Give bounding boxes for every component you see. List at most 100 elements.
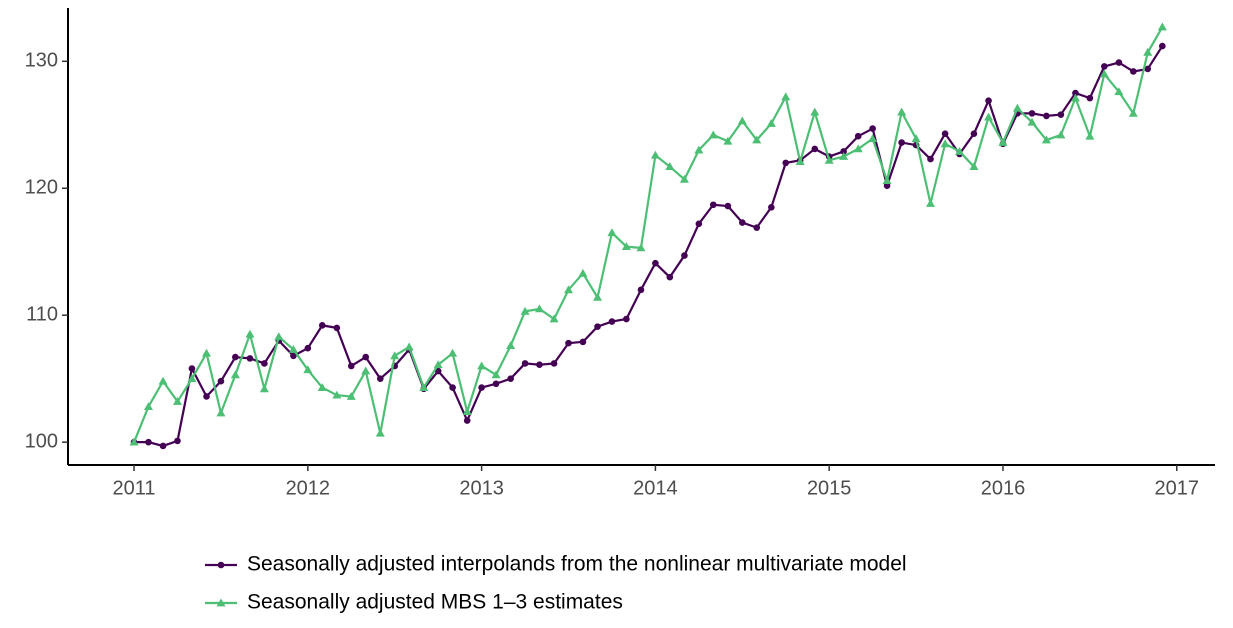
- x-tick-label: 2012: [286, 477, 331, 499]
- point: [607, 228, 617, 237]
- point: [883, 182, 891, 190]
- point: [158, 376, 168, 385]
- point: [318, 322, 326, 329]
- point: [433, 360, 443, 369]
- point: [261, 360, 268, 367]
- point: [246, 355, 254, 362]
- point: [521, 360, 529, 367]
- point: [737, 116, 747, 125]
- y-tick-label: 110: [26, 303, 58, 325]
- point: [594, 323, 601, 330]
- point: [216, 408, 226, 417]
- point: [810, 107, 820, 116]
- point: [927, 155, 934, 163]
- point: [434, 367, 442, 375]
- point: [565, 339, 572, 347]
- point: [1086, 94, 1094, 102]
- point: [869, 125, 876, 132]
- point: [1085, 131, 1095, 140]
- point: [448, 348, 458, 357]
- point: [172, 397, 182, 405]
- point: [449, 384, 456, 391]
- point: [187, 374, 197, 383]
- point: [955, 146, 965, 155]
- point: [174, 437, 181, 445]
- point: [478, 384, 485, 391]
- point: [911, 134, 921, 143]
- point: [1070, 93, 1080, 102]
- point: [288, 344, 298, 353]
- legend-label: Seasonally adjusted interpolands from th…: [247, 553, 907, 576]
- point: [332, 390, 342, 399]
- point: [752, 135, 762, 144]
- point: [926, 198, 936, 207]
- legend-label: Seasonally adjusted MBS 1–3 estimates: [247, 591, 623, 614]
- point: [347, 362, 355, 370]
- point: [623, 315, 630, 323]
- point: [507, 375, 514, 382]
- point: [203, 393, 210, 400]
- point: [985, 97, 992, 104]
- point: [593, 292, 603, 301]
- point: [984, 112, 994, 121]
- point: [290, 352, 297, 360]
- point: [1099, 69, 1109, 78]
- point: [274, 332, 284, 341]
- point: [1041, 135, 1051, 144]
- point: [506, 341, 516, 350]
- point: [534, 304, 544, 313]
- x-tick-label: 2015: [807, 477, 852, 499]
- point: [781, 92, 791, 101]
- point: [317, 383, 327, 391]
- point: [723, 136, 733, 145]
- point: [129, 437, 139, 446]
- point: [230, 370, 240, 379]
- point: [621, 242, 631, 251]
- point: [940, 139, 950, 148]
- point: [897, 107, 907, 116]
- point: [303, 365, 313, 374]
- point: [650, 150, 660, 159]
- x-tick-label: 2017: [1155, 477, 1200, 499]
- point: [1114, 87, 1124, 96]
- point: [941, 130, 949, 137]
- point: [1115, 59, 1123, 66]
- point: [1056, 130, 1066, 139]
- point: [550, 360, 558, 367]
- point: [361, 366, 371, 375]
- x-tick-label: 2013: [459, 477, 504, 499]
- point: [1100, 63, 1108, 70]
- point: [491, 370, 501, 379]
- x-tick-label: 2011: [113, 477, 156, 499]
- x-tick-label: 2016: [981, 477, 1026, 499]
- point: [666, 273, 674, 281]
- point: [1159, 42, 1166, 50]
- point: [840, 148, 847, 155]
- point: [346, 391, 356, 400]
- point: [679, 174, 689, 183]
- point: [390, 351, 400, 360]
- series-line: [133, 26, 1164, 443]
- point: [1144, 65, 1152, 73]
- point: [216, 598, 226, 607]
- point: [579, 338, 587, 346]
- point: [202, 348, 212, 357]
- point: [652, 259, 659, 267]
- point: [376, 375, 384, 382]
- point: [839, 152, 849, 160]
- point: [1028, 110, 1036, 117]
- point: [188, 365, 196, 372]
- point: [564, 285, 574, 294]
- point: [998, 138, 1008, 146]
- point: [637, 286, 645, 294]
- point: [766, 119, 776, 127]
- point: [868, 134, 878, 143]
- y-tick-label: 100: [25, 430, 58, 452]
- point: [695, 220, 703, 228]
- point: [665, 162, 675, 171]
- point: [375, 428, 385, 437]
- point: [1057, 111, 1065, 118]
- point: [1072, 89, 1079, 97]
- point: [898, 139, 905, 146]
